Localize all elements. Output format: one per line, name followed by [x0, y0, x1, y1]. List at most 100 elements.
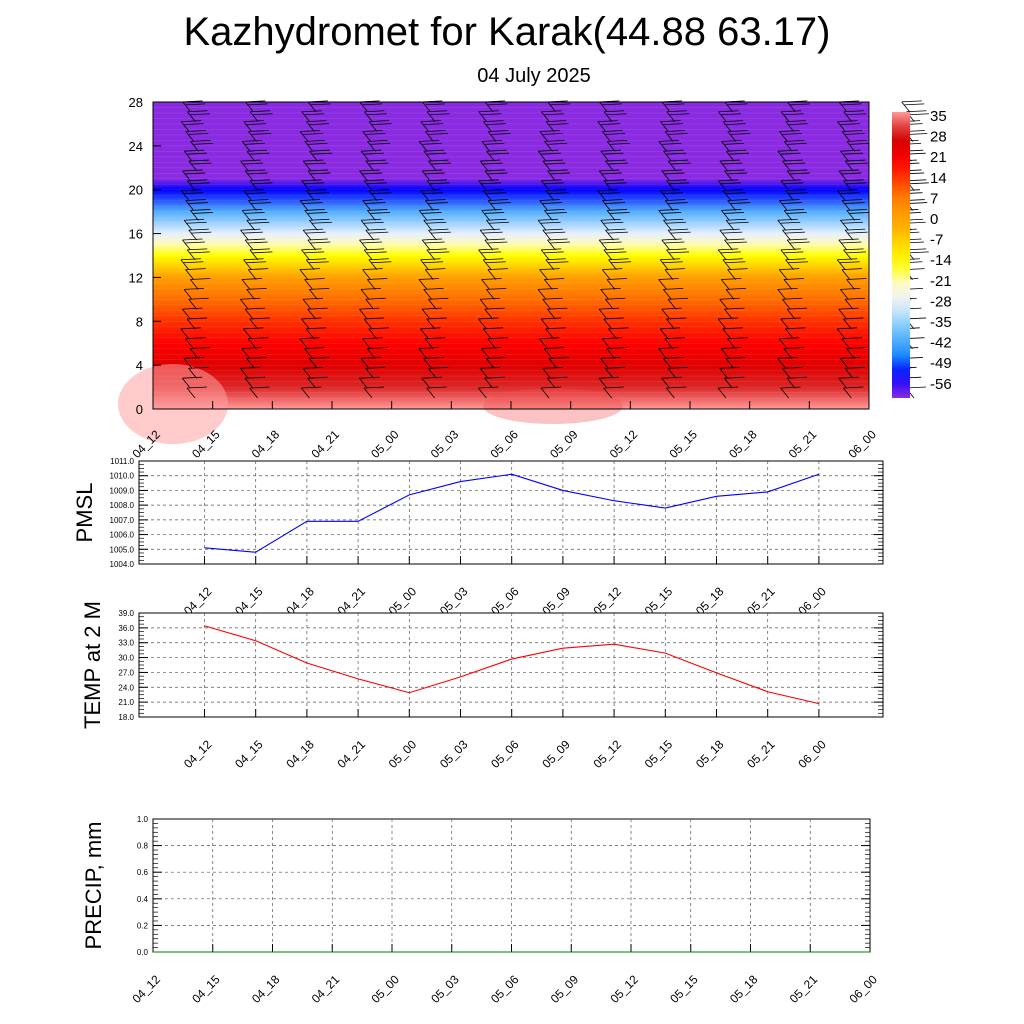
wind-barb-shaft [843, 111, 853, 122]
wind-barb-shaft [663, 220, 672, 231]
wind-barb-flag [597, 120, 618, 123]
wind-barb-flag [907, 133, 928, 135]
wind-barb-shaft [777, 220, 787, 231]
wind-barb-flag [603, 221, 624, 224]
wind-barb-shaft [838, 170, 848, 182]
wind-barb-shaft [540, 249, 550, 261]
wind-barb-shaft [249, 249, 259, 261]
wind-barb-shaft [780, 318, 790, 330]
wind-barb-shaft [309, 150, 318, 162]
wind-barb-flag [786, 142, 807, 145]
wind-barb-shaft [484, 101, 494, 113]
wind-barb-shaft [664, 131, 674, 142]
wind-barb-shaft [241, 210, 251, 221]
colorbar-label: -42 [930, 335, 952, 352]
wind-barb [362, 130, 386, 142]
wind-barb-shaft [836, 259, 846, 271]
wind-barb [600, 357, 621, 369]
wind-barb-flag [602, 268, 623, 271]
wind-barb-flag [183, 261, 204, 264]
wind-barb-flag [481, 139, 502, 142]
wind-barb-shaft [185, 200, 195, 211]
wind-barb-shaft [366, 279, 376, 290]
wind-barb-shaft [246, 220, 256, 231]
wind-barb-shaft [479, 229, 489, 241]
wind-barb-shaft [243, 121, 253, 132]
wind-barb-flag [608, 162, 629, 165]
wind-barb-flag [490, 133, 511, 135]
wind-barb [182, 169, 206, 182]
wind-barb-shaft [418, 210, 428, 221]
wind-barb [362, 268, 383, 280]
colorbar-label: 0 [930, 211, 938, 228]
wind-barb-flag [540, 152, 561, 155]
wind-barb-shaft [658, 348, 667, 359]
wind-barb [302, 228, 326, 241]
wind-barb-shaft [664, 338, 674, 349]
wind-barb-flag [419, 209, 440, 211]
wind-barb-flag [543, 182, 564, 185]
wind-barb-flag [252, 113, 273, 116]
wind-barb-flag [665, 221, 686, 224]
wind-barb-flag [717, 386, 739, 389]
wind-barb-flag [423, 123, 444, 126]
wind-barb-shaft [782, 298, 791, 310]
wind-barb-shaft [601, 338, 611, 349]
x-tick-label: 05_03 [437, 737, 471, 771]
wind-barb-shaft [423, 150, 433, 162]
x-tick-label: 04_12 [181, 737, 215, 771]
wind-barb-shaft [426, 111, 436, 122]
wind-barb-flag [368, 231, 389, 234]
x-tick-label: 04_18 [283, 737, 317, 771]
wind-barb-shaft [245, 101, 254, 113]
wind-barb [301, 248, 325, 261]
wind-barb-flag [249, 152, 270, 155]
wind-barb [183, 218, 207, 231]
wind-barb-flag [185, 172, 206, 175]
wind-barb-flag [837, 258, 858, 261]
wind-barb-shaft [666, 111, 676, 122]
wind-barb-flag [311, 221, 332, 224]
wind-barb-flag [662, 192, 683, 195]
wind-barb-shaft [664, 269, 674, 280]
wind-barb-shaft [183, 150, 193, 162]
colorbar-label: -14 [930, 252, 952, 269]
wind-barb-flag [312, 152, 333, 155]
wind-barb-shaft [487, 338, 497, 349]
wind-barb-flag [422, 238, 443, 241]
wind-barb-shaft [658, 279, 667, 290]
wind-barb [840, 218, 863, 231]
wind-barb-flag [661, 169, 682, 172]
y-axis-title: TEMP at 2 M [80, 601, 105, 729]
wind-barb-flag [538, 218, 559, 221]
wind-barb [658, 347, 679, 359]
wind-barb-flag [723, 142, 745, 145]
wind-barb-shaft [722, 190, 732, 201]
wind-barb-shaft [365, 160, 375, 172]
wind-barb-shaft [720, 348, 730, 359]
wind-barb-flag [361, 241, 383, 244]
y-tick-label: 8 [136, 314, 143, 329]
wind-barb-flag [839, 261, 860, 264]
wind-barb-shaft [537, 220, 547, 231]
wind-barb-flag [489, 152, 510, 155]
wind-barb-shaft [725, 150, 735, 162]
wind-barb-flag [719, 159, 740, 162]
wind-barb-flag [189, 251, 210, 254]
wind-barb-flag [541, 248, 562, 251]
wind-barb-flag [658, 139, 679, 142]
wind-barb-shaft [785, 259, 794, 271]
wind-barb-shaft [484, 170, 494, 182]
wind-barb-flag [250, 133, 271, 135]
wind-barb-shaft [487, 200, 497, 211]
wind-barb [658, 278, 679, 290]
wind-barb-flag [479, 366, 500, 369]
wind-barb-flag [303, 159, 324, 162]
wind-barb [838, 169, 862, 182]
wind-barb-flag [539, 199, 560, 201]
wind-barb-shaft [248, 200, 257, 211]
wind-barb [180, 327, 201, 340]
wind-barb-shaft [717, 318, 727, 330]
wind-barb-shaft [782, 229, 791, 241]
wind-barb-shaft [605, 160, 614, 172]
